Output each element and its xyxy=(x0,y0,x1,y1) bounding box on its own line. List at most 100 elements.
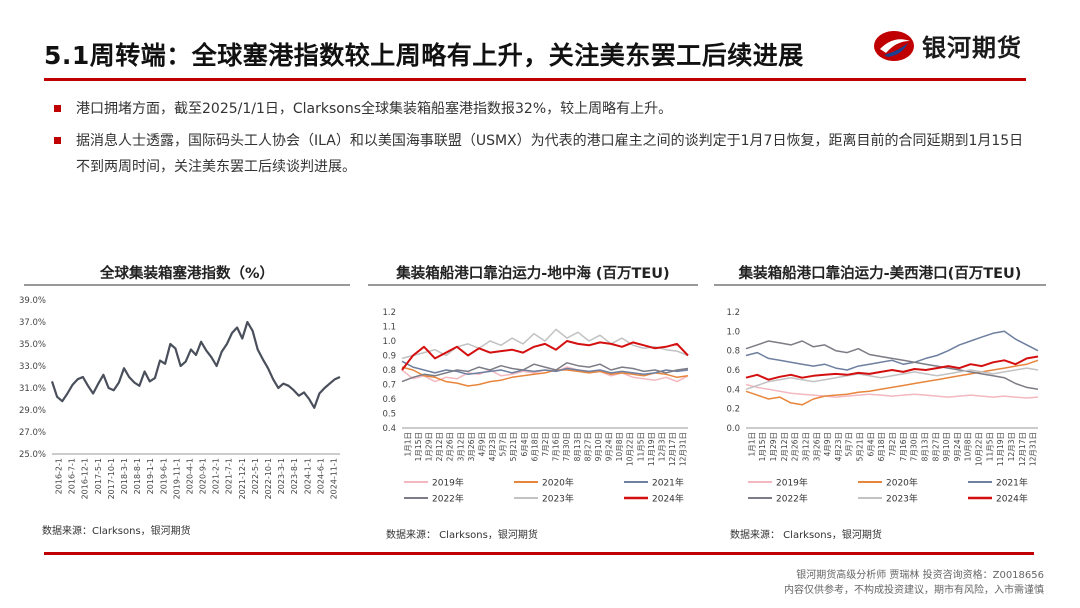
y-tick-label: 0.4 xyxy=(726,385,740,395)
chart-title-mediterranean: 集装箱船港口靠泊运力-地中海 (百万TEU) xyxy=(396,266,670,282)
us-west-capacity-chart: 1.2 1.0 0.8 0.6 0.4 0.2 0.0 1月1日 1月15日 1月29日 2月12日… xyxy=(726,308,1039,505)
legend-label: 2022年 xyxy=(432,493,464,505)
x-tick-label: 7月16日 xyxy=(552,432,561,461)
x-tick-label: 2019-6-1 xyxy=(159,458,168,494)
bullet-text: 据消息人士透露，国际码头工人协会（ILA）和以美国海事联盟（USMX）为代表的港… xyxy=(76,133,1024,175)
x-tick-label: 2月12日 xyxy=(780,432,789,461)
y-tick-label: 0.8 xyxy=(382,366,396,376)
series-line-2021 xyxy=(401,360,689,376)
y-tick-label: 0.9 xyxy=(382,352,396,362)
x-tick-label: 3月26日 xyxy=(467,432,476,461)
congestion-index-chart: 39.0% 37.0% 35.0% 33.0% 31.0% 29.0% 27.0% 25.0%… xyxy=(19,296,341,499)
y-tick-label: 0.8 xyxy=(726,347,740,357)
x-tick-label: 1月1日 xyxy=(747,432,756,457)
x-tick-label: 4月9日 xyxy=(477,432,486,457)
title-divider xyxy=(44,78,1026,81)
footer-disclaimer: 内容仅供参考，不构成投资建议，期市有风险，入市需谨慎 xyxy=(784,585,1044,596)
y-tick-label: 0.0 xyxy=(726,424,740,434)
x-tick-label: 2016-2-1 xyxy=(55,458,64,494)
y-tick-label: 0.6 xyxy=(382,395,396,405)
x-tick-label: 2024-11-1 xyxy=(329,458,338,499)
x-tick-label: 5月21日 xyxy=(509,432,518,461)
bullet-item: 据消息人士透露，国际码头工人协会（ILA）和以美国海事联盟（USMX）为代表的港… xyxy=(54,128,1034,180)
chart-title-us-west: 集装箱船港口靠泊运力-美西港口(百万TEU) xyxy=(738,266,1022,282)
chart-source: 数据来源： Clarksons，银河期货 xyxy=(730,530,882,541)
brand-logo: 银河期货 xyxy=(872,28,1022,63)
x-tick-label: 12月17日 xyxy=(668,432,677,466)
y-tick-label: 31.0% xyxy=(19,384,46,394)
x-tick-label: 2021-7-1 xyxy=(225,458,234,494)
legend-label: 2019年 xyxy=(432,477,464,489)
page-title: 5.1周转端：全球塞港指数较上周略有上升，关注美东罢工后续进展 xyxy=(44,41,804,70)
x-tick-label: 7月16日 xyxy=(899,432,908,461)
x-tick-label: 2017-5-1 xyxy=(94,458,103,494)
chart-title-divider xyxy=(714,284,1046,286)
legend-label: 2024年 xyxy=(652,493,684,505)
y-tick-label: 33.0% xyxy=(19,362,46,372)
x-tick-label: 6月4日 xyxy=(866,432,875,457)
x-tick-label: 10月8日 xyxy=(964,432,973,461)
x-tick-label: 10月8日 xyxy=(615,432,624,461)
y-tick-label: 0.6 xyxy=(726,366,740,376)
x-tick-label: 12月31日 xyxy=(679,432,688,466)
x-tick-label: 8月27日 xyxy=(583,432,592,461)
x-tick-label: 1月15日 xyxy=(758,432,767,461)
chart-title-divider xyxy=(24,284,350,286)
y-tick-label: 1.0 xyxy=(382,337,396,347)
series-line-2021 xyxy=(745,330,1039,371)
x-tick-label: 7月2日 xyxy=(888,432,897,457)
x-tick-label: 5月7日 xyxy=(499,432,508,457)
galaxy-logo-icon xyxy=(874,30,914,61)
x-tick-label: 2016-7-1 xyxy=(68,458,77,494)
x-tick-label: 9月24日 xyxy=(605,432,614,461)
series-line-2022 xyxy=(401,362,689,383)
y-tick-label: 35.0% xyxy=(19,340,46,350)
x-tick-label: 2020-9-1 xyxy=(199,458,208,494)
x-tick-label: 2022-5-1 xyxy=(251,458,260,494)
bullet-text: 港口拥堵方面，截至2025/1/1日，Clarksons全球集装箱船塞港指数报3… xyxy=(76,101,673,117)
x-tick-label: 2017-10-1 xyxy=(107,458,116,499)
x-tick-label: 12月3日 xyxy=(658,432,667,461)
x-tick-label: 4月23日 xyxy=(834,432,843,461)
y-tick-label: 0.2 xyxy=(726,405,740,415)
x-tick-label: 2019-11-1 xyxy=(172,458,181,499)
x-tick-label: 2021-12-1 xyxy=(238,458,247,499)
x-tick-label: 6月4日 xyxy=(520,432,529,457)
series-line-2020 xyxy=(401,366,689,387)
series-line-2024 xyxy=(745,355,1039,381)
series-line-2020 xyxy=(745,359,1039,406)
x-tick-label: 12月17日 xyxy=(1018,432,1027,466)
x-tick-label: 8月13日 xyxy=(573,432,582,461)
bullet-square-icon xyxy=(54,105,61,112)
x-tick-label: 2022-10-1 xyxy=(264,458,273,499)
x-tick-label: 2月26日 xyxy=(446,432,455,461)
y-tick-label: 1.0 xyxy=(726,327,740,337)
x-tick-label: 2023-8-1 xyxy=(290,458,299,494)
x-tick-label: 1月15日 xyxy=(414,432,423,461)
x-tick-label: 2019-1-1 xyxy=(146,458,155,494)
y-tick-label: 29.0% xyxy=(19,406,46,416)
x-tick-label: 2018-8-1 xyxy=(133,458,142,494)
x-tick-label: 2月12日 xyxy=(435,432,444,461)
chart-title-congestion: 全球集装箱塞港指数（%） xyxy=(99,266,275,282)
legend-label: 2023年 xyxy=(542,493,574,505)
x-tick-label: 7月30日 xyxy=(562,432,571,461)
legend-label: 2022年 xyxy=(776,493,808,505)
y-tick-label: 1.2 xyxy=(726,308,740,318)
x-tick-label: 8月13日 xyxy=(920,432,929,461)
footer-divider xyxy=(44,552,1034,555)
logo-text: 银河期货 xyxy=(922,34,1022,62)
x-tick-label: 2016-12-1 xyxy=(81,458,90,499)
x-tick-label: 10月22日 xyxy=(975,432,984,466)
x-tick-label: 3月26日 xyxy=(812,432,821,461)
y-tick-label: 37.0% xyxy=(19,318,46,328)
x-tick-label: 8月27日 xyxy=(931,432,940,461)
x-tick-label: 9月10日 xyxy=(942,432,951,461)
x-tick-label: 1月1日 xyxy=(403,432,412,457)
x-tick-label: 1月29日 xyxy=(424,432,433,461)
x-tick-label: 11月19日 xyxy=(647,432,656,466)
x-tick-label: 5月7日 xyxy=(845,432,854,457)
x-tick-label: 6月18日 xyxy=(530,432,539,461)
chart-title-divider xyxy=(368,284,698,286)
legend-label: 2021年 xyxy=(652,477,684,489)
